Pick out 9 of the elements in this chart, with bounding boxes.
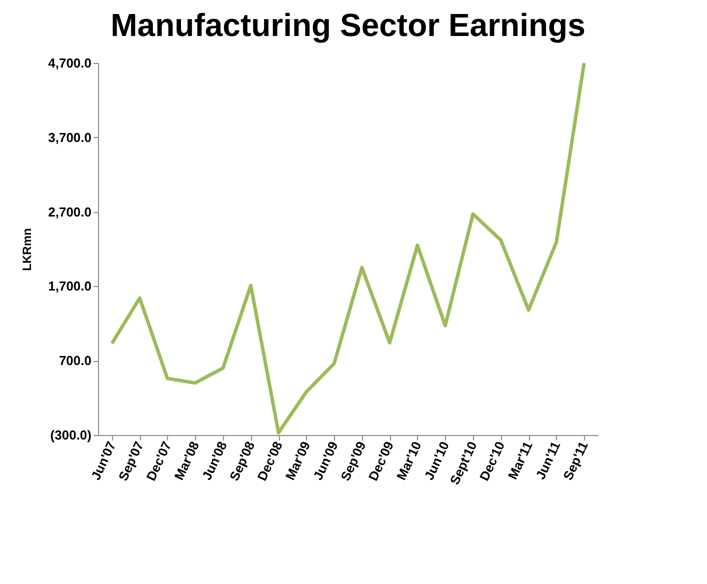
y-tick-label: 700.0: [58, 353, 92, 368]
y-tick-label: 3,700.0: [48, 130, 92, 145]
y-tick-label: 1,700.0: [48, 278, 92, 294]
y-tick-label: 2,700.0: [48, 204, 92, 220]
chart-title: Manufacturing Sector Earnings: [110, 7, 586, 43]
line-series: [110, 61, 586, 435]
y-tick-label: (300.0): [50, 428, 92, 442]
y-axis-title: LKRmn: [20, 228, 34, 271]
y-tick-label: 4,700.0: [48, 56, 92, 70]
